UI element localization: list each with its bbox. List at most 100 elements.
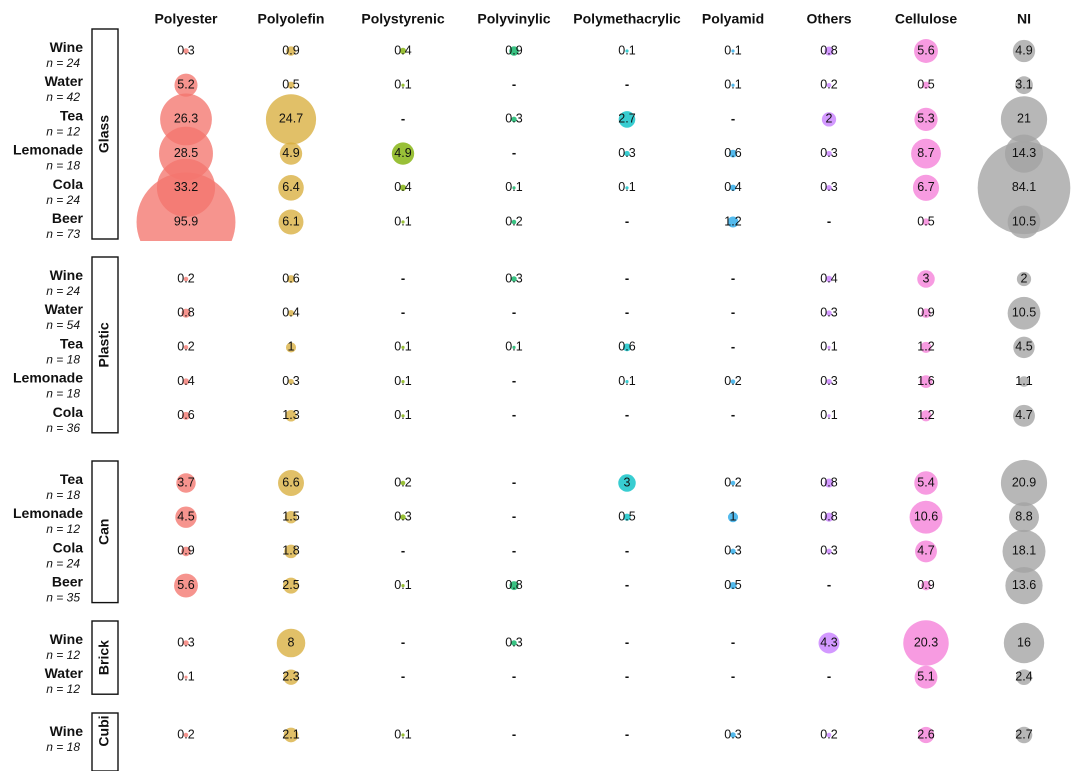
missing-brick-wine-polystyrenic: -	[401, 634, 405, 649]
value-label-can-lemonade-polyolefin: 1.5	[282, 509, 299, 523]
value-label-glass-cola-others: 0.3	[820, 180, 837, 194]
value-label-glass-cola-polyolefin: 6.4	[282, 180, 299, 194]
value-label-can-tea-polystyrenic: 0.2	[394, 475, 411, 489]
column-header-ni: NI	[1017, 11, 1031, 27]
bubble-glass-water-polyolefin	[287, 81, 295, 89]
bubble-plastic-cola-polyester	[182, 411, 190, 420]
bubble-glass-wine-polyamid	[731, 49, 735, 53]
bubble-glass-wine-others	[824, 46, 834, 56]
bubble-glass-beer-polyvinylic	[511, 219, 517, 225]
value-label-plastic-tea-polyvinylic: 0.1	[505, 340, 522, 354]
value-label-glass-beer-polyvinylic: 0.2	[505, 214, 522, 228]
value-label-glass-cola-polyester: 33.2	[174, 180, 198, 194]
missing-brick-wine-polyamid: -	[731, 634, 735, 649]
bubble-cubi-wine-polyolefin	[283, 727, 299, 743]
bubble-plastic-cola-others	[827, 414, 831, 418]
bubble-glass-water-ni	[1015, 76, 1033, 95]
missing-plastic-water-polyvinylic: -	[512, 305, 516, 320]
bubble-can-cola-polyester	[181, 546, 191, 557]
value-label-glass-tea-polymethacrylic: 2.7	[618, 112, 635, 126]
value-label-can-cola-ni: 18.1	[1012, 544, 1036, 558]
row-n-brick-water: n = 12	[46, 682, 80, 696]
missing-cubi-wine-polymethacrylic: -	[625, 726, 629, 741]
bubble-glass-wine-polystyrenic	[399, 47, 407, 55]
value-label-glass-lemonade-others: 0.3	[820, 146, 837, 160]
group-label-cubi: Cubi	[96, 715, 112, 746]
bubble-brick-wine-ni	[1003, 622, 1045, 664]
value-label-plastic-tea-ni: 4.5	[1015, 340, 1032, 354]
value-label-can-cola-polyamid: 0.3	[724, 544, 741, 558]
missing-cubi-wine-polyvinylic: -	[512, 726, 516, 741]
value-label-can-tea-polymethacrylic: 3	[624, 475, 631, 489]
value-label-brick-wine-polyolefin: 8	[288, 635, 295, 649]
row-n-brick-wine: n = 12	[46, 648, 80, 662]
missing-brick-water-polyamid: -	[731, 669, 735, 684]
bubble-glass-tea-polyvinylic	[511, 116, 517, 123]
row-n-glass-cola: n = 24	[46, 193, 80, 207]
value-label-can-tea-ni: 20.9	[1012, 475, 1036, 489]
value-label-plastic-lemonade-polymethacrylic: 0.1	[618, 374, 635, 388]
value-label-glass-water-others: 0.2	[820, 77, 837, 91]
value-label-can-tea-polyester: 3.7	[177, 475, 194, 489]
bubble-plastic-water-cellulose	[921, 308, 931, 318]
bubble-plastic-lemonade-polymethacrylic	[625, 380, 629, 384]
value-label-plastic-tea-polystyrenic: 0.1	[394, 340, 411, 354]
value-label-can-beer-ni: 13.6	[1012, 578, 1036, 592]
bubble-plastic-tea-others	[827, 345, 831, 349]
bubble-plastic-cola-polyolefin	[285, 410, 297, 422]
missing-plastic-water-polystyrenic: -	[401, 305, 405, 320]
bubble-brick-wine-others	[818, 632, 840, 654]
group-box-glass	[91, 28, 119, 240]
bubble-cubi-wine-ni	[1015, 726, 1033, 744]
value-label-cubi-wine-cellulose: 2.6	[917, 727, 934, 741]
bubble-plastic-lemonade-ni	[1018, 376, 1030, 387]
row-label-glass-water: Water	[45, 73, 84, 89]
bubble-glass-tea-polyolefin	[265, 94, 317, 145]
bubble-glass-lemonade-cellulose	[911, 138, 941, 169]
bubble-plastic-wine-cellulose	[917, 270, 935, 288]
row-n-can-cola: n = 24	[46, 556, 80, 570]
bubble-plastic-wine-polyvinylic	[511, 276, 517, 282]
value-label-can-cola-polyester: 0.9	[177, 544, 194, 558]
bubble-glass-tea-ni	[1000, 96, 1048, 143]
value-label-brick-wine-polyvinylic: 0.3	[505, 635, 522, 649]
bubble-can-tea-polyamid	[730, 480, 736, 486]
bubble-brick-wine-polyolefin	[276, 628, 306, 658]
value-label-cubi-wine-polyolefin: 2.1	[282, 727, 299, 741]
value-label-cubi-wine-polyester: 0.2	[177, 727, 194, 741]
bubble-plastic-lemonade-polyester	[182, 378, 190, 385]
row-n-can-tea: n = 18	[46, 488, 80, 502]
bubble-can-lemonade-polyamid	[727, 512, 739, 523]
value-label-plastic-wine-polyolefin: 0.6	[282, 271, 299, 285]
value-label-can-lemonade-polyester: 4.5	[177, 509, 194, 523]
missing-can-tea-polyvinylic: -	[512, 474, 516, 489]
value-label-can-tea-polyamid: 0.2	[724, 475, 741, 489]
value-label-glass-cola-polyvinylic: 0.1	[505, 180, 522, 194]
bubble-brick-water-polyester	[184, 675, 188, 679]
value-label-glass-tea-polyvinylic: 0.3	[505, 112, 522, 126]
row-label-plastic-water: Water	[45, 301, 84, 317]
value-label-glass-beer-polyester: 95.9	[174, 214, 198, 228]
value-label-can-lemonade-others: 0.8	[820, 509, 837, 523]
row-label-can-cola: Cola	[53, 539, 84, 555]
bubble-plastic-cola-polystyrenic	[401, 414, 405, 418]
bubble-plastic-tea-ni	[1013, 336, 1035, 359]
value-label-plastic-cola-polyolefin: 1.3	[282, 408, 299, 422]
bubble-glass-wine-ni	[1012, 39, 1036, 63]
value-label-glass-wine-cellulose: 5.6	[917, 43, 934, 57]
bubble-plastic-tea-polymethacrylic	[623, 343, 631, 352]
row-label-glass-cola: Cola	[53, 176, 84, 192]
bubble-cubi-wine-others	[826, 732, 832, 738]
column-header-cellulose: Cellulose	[895, 11, 957, 27]
row-n-glass-lemonade: n = 18	[46, 159, 80, 173]
value-label-plastic-water-polyester: 0.8	[177, 305, 194, 319]
bubble-glass-cola-others	[826, 185, 832, 191]
bubble-brick-wine-polyester	[183, 640, 189, 646]
bubble-can-cola-polyamid	[730, 548, 736, 555]
value-label-can-cola-others: 0.3	[820, 544, 837, 558]
bubble-glass-lemonade-polyolefin	[279, 142, 303, 165]
group-label-plastic: Plastic	[96, 322, 112, 367]
column-header-polystyrenic: Polystyrenic	[361, 11, 444, 27]
bubble-glass-cola-ni	[977, 141, 1071, 235]
